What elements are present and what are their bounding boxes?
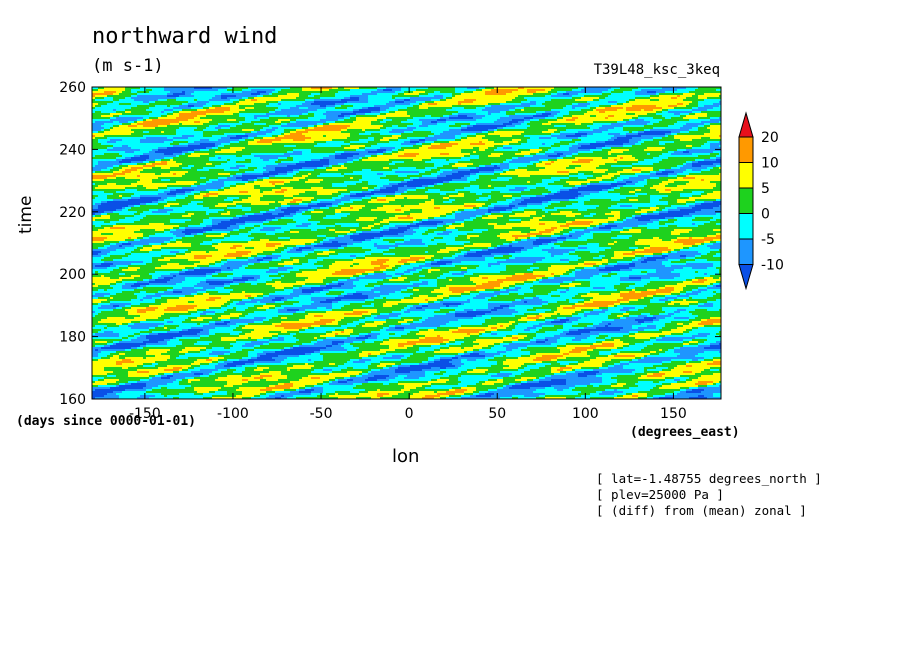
y-tick-label: 240: [59, 142, 86, 158]
colorbar-band: [739, 239, 753, 265]
x-tick-label: 100: [572, 406, 599, 422]
y-tick-label: 160: [59, 392, 86, 408]
wind-field-heatmap: [92, 87, 721, 399]
colorbar-level-label: -5: [761, 232, 775, 248]
colorbar-band: [739, 188, 753, 214]
y-tick-label: 180: [59, 330, 86, 346]
x-tick-label: 50: [488, 406, 506, 422]
colorbar-level-label: -10: [761, 258, 784, 274]
colorbar-band: [739, 137, 753, 163]
colorbar-level-label: 10: [761, 156, 779, 172]
colorbar-band: [739, 214, 753, 240]
y-tick-label: 260: [59, 80, 86, 96]
colorbar-cap-bottom: [739, 265, 753, 289]
colorbar-level-label: 5: [761, 181, 770, 197]
colorbar-cap-top: [739, 113, 753, 137]
x-tick-label: -150: [129, 406, 161, 422]
y-tick-label: 200: [59, 267, 86, 283]
y-tick-label: 220: [59, 205, 86, 221]
x-tick-label: -100: [217, 406, 249, 422]
colorbar-band: [739, 163, 753, 189]
colorbar-legend: 20 10 5 0 -5 -10: [739, 113, 784, 289]
x-tick-label: -50: [310, 406, 333, 422]
colorbar-level-label: 0: [761, 207, 770, 223]
x-tick-label: 150: [660, 406, 687, 422]
x-tick-label: 0: [405, 406, 414, 422]
colorbar-level-label: 20: [761, 130, 779, 146]
